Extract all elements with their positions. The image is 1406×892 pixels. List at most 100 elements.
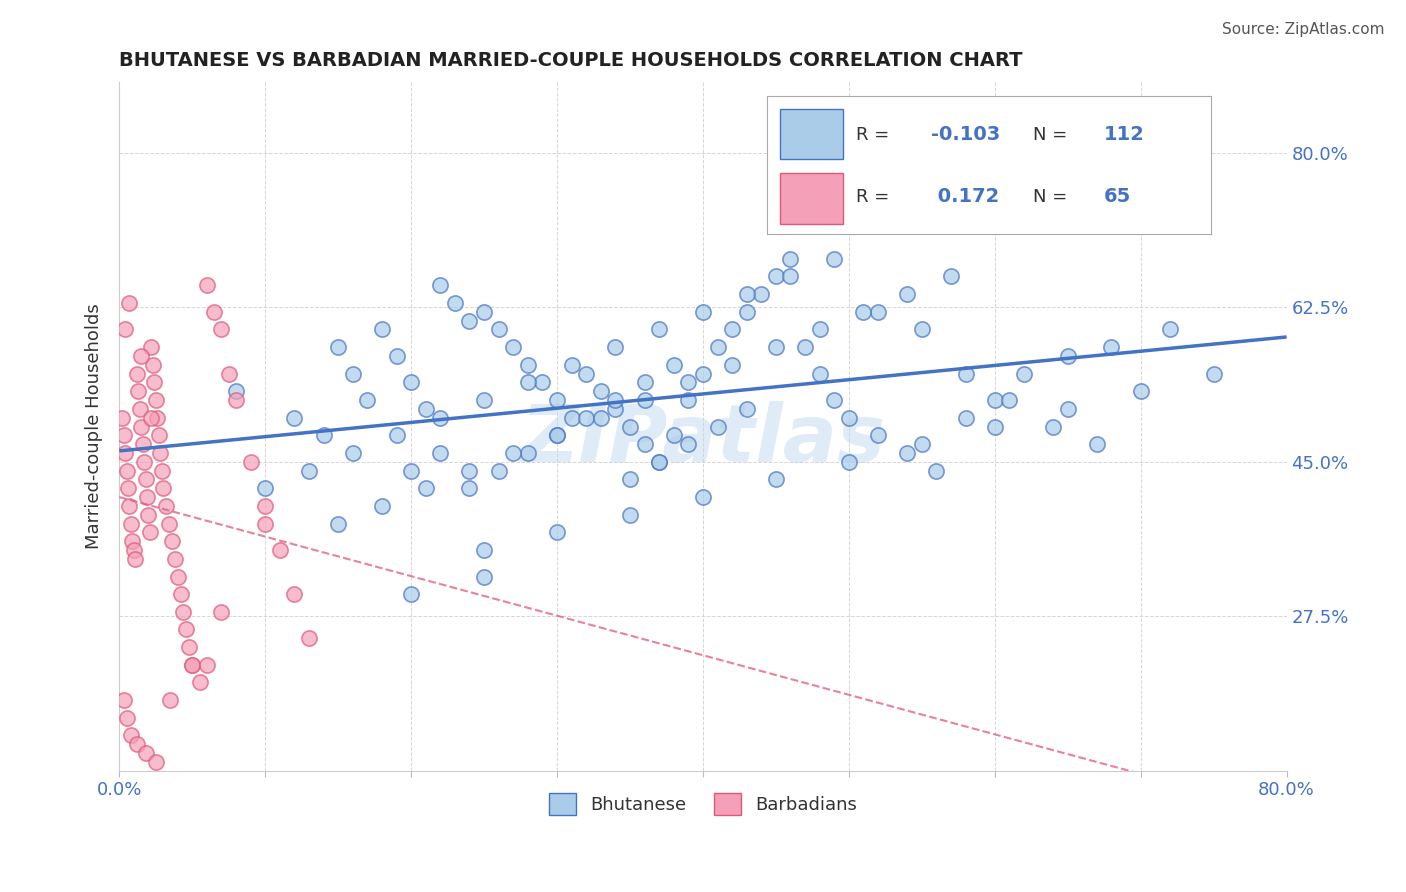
Point bbox=[458, 464, 481, 478]
Point bbox=[984, 419, 1007, 434]
Point bbox=[209, 605, 232, 619]
Point bbox=[179, 640, 201, 654]
Point bbox=[328, 516, 350, 531]
Point bbox=[619, 419, 641, 434]
Point bbox=[575, 410, 598, 425]
Point bbox=[149, 446, 172, 460]
Point bbox=[808, 367, 831, 381]
Point bbox=[142, 358, 165, 372]
Point bbox=[472, 569, 495, 583]
Point bbox=[605, 340, 627, 354]
Point bbox=[838, 410, 860, 425]
Point bbox=[283, 587, 305, 601]
Y-axis label: Married-couple Households: Married-couple Households bbox=[86, 303, 103, 549]
Point bbox=[146, 410, 169, 425]
Point bbox=[225, 392, 247, 407]
Point bbox=[516, 376, 538, 390]
Point bbox=[415, 481, 437, 495]
Point bbox=[589, 410, 612, 425]
Point bbox=[139, 525, 162, 540]
Point bbox=[984, 392, 1007, 407]
Point bbox=[138, 508, 160, 522]
Point bbox=[955, 367, 977, 381]
Point bbox=[135, 746, 157, 760]
Point bbox=[399, 587, 422, 601]
Point bbox=[823, 392, 845, 407]
Point bbox=[749, 287, 772, 301]
Point bbox=[112, 693, 135, 707]
Point bbox=[546, 428, 568, 442]
Point bbox=[779, 252, 801, 266]
Point bbox=[546, 428, 568, 442]
Text: BHUTANESE VS BARBADIAN MARRIED-COUPLE HOUSEHOLDS CORRELATION CHART: BHUTANESE VS BARBADIAN MARRIED-COUPLE HO… bbox=[120, 51, 1022, 70]
Point bbox=[1101, 340, 1123, 354]
Point bbox=[148, 428, 170, 442]
Point bbox=[896, 287, 918, 301]
Point bbox=[605, 401, 627, 416]
Point bbox=[633, 392, 655, 407]
Point bbox=[823, 252, 845, 266]
Point bbox=[111, 410, 134, 425]
Point bbox=[202, 305, 225, 319]
Point bbox=[172, 605, 194, 619]
Point bbox=[896, 446, 918, 460]
Point bbox=[298, 464, 321, 478]
Point bbox=[692, 305, 714, 319]
Point bbox=[488, 464, 510, 478]
Point bbox=[735, 287, 758, 301]
Point bbox=[765, 340, 787, 354]
Point bbox=[808, 322, 831, 336]
Point bbox=[356, 392, 378, 407]
Point bbox=[911, 322, 934, 336]
Point bbox=[765, 269, 787, 284]
Point bbox=[458, 481, 481, 495]
Point bbox=[1202, 367, 1225, 381]
Point bbox=[298, 632, 321, 646]
Point bbox=[444, 296, 467, 310]
Point bbox=[145, 755, 167, 769]
Point bbox=[794, 340, 817, 354]
Point bbox=[619, 473, 641, 487]
Point bbox=[1012, 367, 1035, 381]
Point bbox=[998, 392, 1021, 407]
Point bbox=[121, 534, 143, 549]
Point bbox=[269, 543, 291, 558]
Point bbox=[546, 392, 568, 407]
Point bbox=[925, 464, 948, 478]
Point bbox=[312, 428, 335, 442]
Point bbox=[648, 455, 671, 469]
Point bbox=[176, 623, 198, 637]
Point bbox=[385, 349, 408, 363]
Point bbox=[735, 305, 758, 319]
Point bbox=[342, 446, 364, 460]
Point bbox=[692, 367, 714, 381]
Point bbox=[155, 499, 177, 513]
Point bbox=[662, 358, 685, 372]
Point bbox=[1085, 437, 1108, 451]
Point bbox=[188, 675, 211, 690]
Point bbox=[112, 428, 135, 442]
Point bbox=[127, 384, 149, 399]
Point bbox=[181, 657, 204, 672]
Point bbox=[218, 367, 240, 381]
Point bbox=[706, 419, 728, 434]
Point bbox=[429, 278, 451, 293]
Point bbox=[721, 322, 744, 336]
Point bbox=[838, 455, 860, 469]
Point bbox=[429, 410, 451, 425]
Point bbox=[124, 552, 146, 566]
Point bbox=[415, 401, 437, 416]
Point bbox=[633, 437, 655, 451]
Text: Source: ZipAtlas.com: Source: ZipAtlas.com bbox=[1222, 22, 1385, 37]
Point bbox=[129, 349, 152, 363]
Point bbox=[385, 428, 408, 442]
Point bbox=[866, 305, 889, 319]
Point bbox=[120, 728, 142, 742]
Point bbox=[254, 481, 277, 495]
Point bbox=[648, 455, 671, 469]
Point bbox=[531, 376, 554, 390]
Point bbox=[159, 693, 181, 707]
Point bbox=[1129, 384, 1152, 399]
Point bbox=[122, 543, 145, 558]
Point bbox=[633, 376, 655, 390]
